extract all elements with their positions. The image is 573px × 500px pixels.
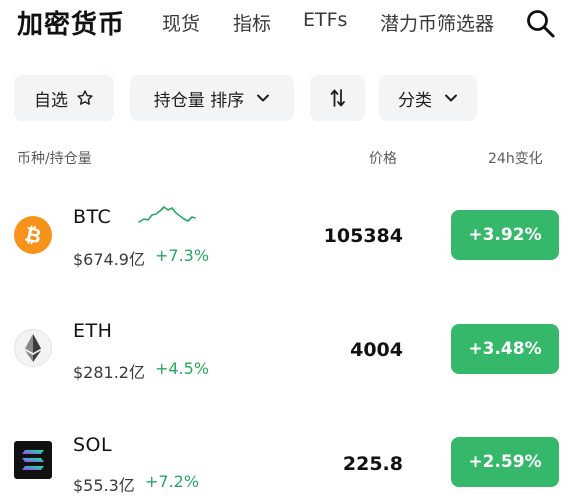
svg-text:₿: ₿ [23, 222, 44, 249]
table-row[interactable]: ETH $281.2亿 +4.5% 4004 +3.48% [0, 300, 573, 400]
column-header-change[interactable]: 24h变化 [488, 151, 543, 167]
price-value: 225.8 [342, 453, 403, 475]
holding-value: $55.3亿 [73, 476, 135, 495]
asset-symbol: BTC [73, 206, 112, 228]
tab-screener[interactable]: 潜力币筛选器 [380, 13, 495, 35]
price-value: 4004 [350, 339, 403, 361]
sort-dropdown-label: 持仓量 排序 [153, 90, 245, 111]
holding-value: $674.9亿 [73, 250, 145, 269]
sparkline-chart [138, 206, 196, 223]
watchlist-filter-label: 自选 [34, 90, 68, 111]
page-title: 加密货币 [17, 10, 126, 40]
sort-by-holdings-dropdown[interactable]: 持仓量 排序 [130, 75, 294, 121]
tab-spot[interactable]: 现货 [162, 13, 201, 35]
category-dropdown-label: 分类 [398, 90, 432, 111]
sort-arrows-icon [330, 88, 346, 108]
category-dropdown[interactable]: 分类 [379, 75, 477, 121]
holding-change: +7.3% [155, 246, 210, 265]
chevron-down-icon [256, 93, 270, 103]
column-header-asset[interactable]: 币种/持仓量 [17, 151, 92, 167]
holding-change: +4.5% [155, 359, 210, 378]
top-nav: 加密货币 现货 指标 ETFs 潜力币筛选器 [0, 0, 573, 46]
asset-symbol: SOL [73, 434, 113, 456]
table-row[interactable]: ₿ BTC $674.9亿 +7.3% 105384 +3.92% [0, 186, 573, 286]
holding-change: +7.2% [145, 472, 200, 491]
change-24h-button[interactable]: +3.48% [451, 324, 559, 374]
chevron-down-icon [444, 93, 458, 103]
change-24h-button[interactable]: +2.59% [451, 437, 559, 487]
sort-order-toggle-button[interactable] [310, 75, 365, 121]
price-value: 105384 [323, 225, 403, 247]
star-icon [76, 89, 94, 107]
tab-etfs[interactable]: ETFs [303, 9, 348, 31]
solana-icon [14, 441, 52, 479]
ethereum-icon [14, 329, 52, 367]
holding-value: $281.2亿 [73, 363, 145, 382]
asset-symbol: ETH [73, 320, 113, 342]
change-24h-button[interactable]: +3.92% [451, 210, 559, 260]
search-icon[interactable] [524, 7, 556, 39]
table-row[interactable]: SOL $55.3亿 +7.2% 225.8 +2.59% [0, 414, 573, 500]
column-header-price[interactable]: 价格 [369, 151, 397, 167]
bitcoin-icon: ₿ [14, 216, 52, 254]
tab-indicators[interactable]: 指标 [233, 13, 272, 35]
watchlist-filter-button[interactable]: 自选 [14, 75, 114, 121]
